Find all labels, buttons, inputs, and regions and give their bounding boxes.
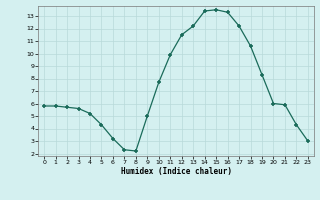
X-axis label: Humidex (Indice chaleur): Humidex (Indice chaleur) bbox=[121, 167, 231, 176]
